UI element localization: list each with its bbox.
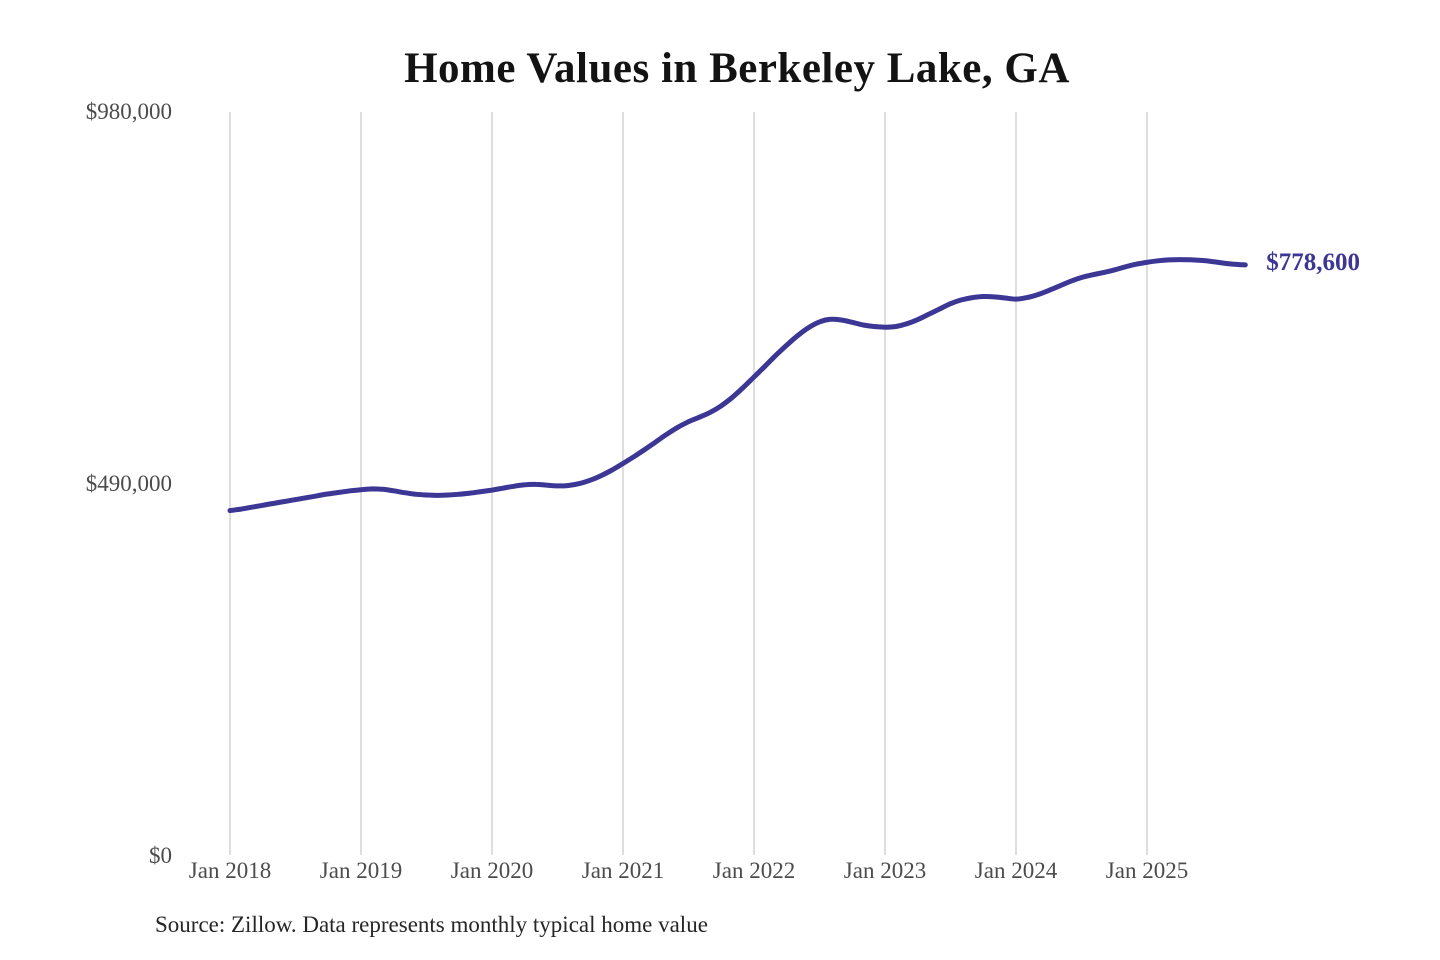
- y-tick-label: $490,000: [85, 471, 172, 496]
- x-tick-label: Jan 2018: [188, 858, 272, 883]
- x-tick-label: Jan 2019: [319, 858, 403, 883]
- x-tick-label: Jan 2023: [843, 858, 927, 883]
- gridlines: [229, 112, 1148, 855]
- x-tick-label: Jan 2022: [712, 858, 796, 883]
- x-tick-label: Jan 2020: [450, 858, 534, 883]
- value-line: [227, 257, 1248, 514]
- value-annotation: $778,600: [1266, 248, 1360, 276]
- x-tick-label: Jan 2021: [581, 858, 665, 883]
- source-note: Source: Zillow. Data represents monthly …: [155, 912, 708, 937]
- x-tick-label: Jan 2024: [974, 858, 1058, 883]
- y-tick-label: $980,000: [85, 99, 172, 124]
- chart-title: Home Values in Berkeley Lake, GA: [404, 45, 1070, 92]
- y-tick-label: $0: [149, 843, 172, 868]
- x-tick-label: Jan 2025: [1105, 858, 1189, 883]
